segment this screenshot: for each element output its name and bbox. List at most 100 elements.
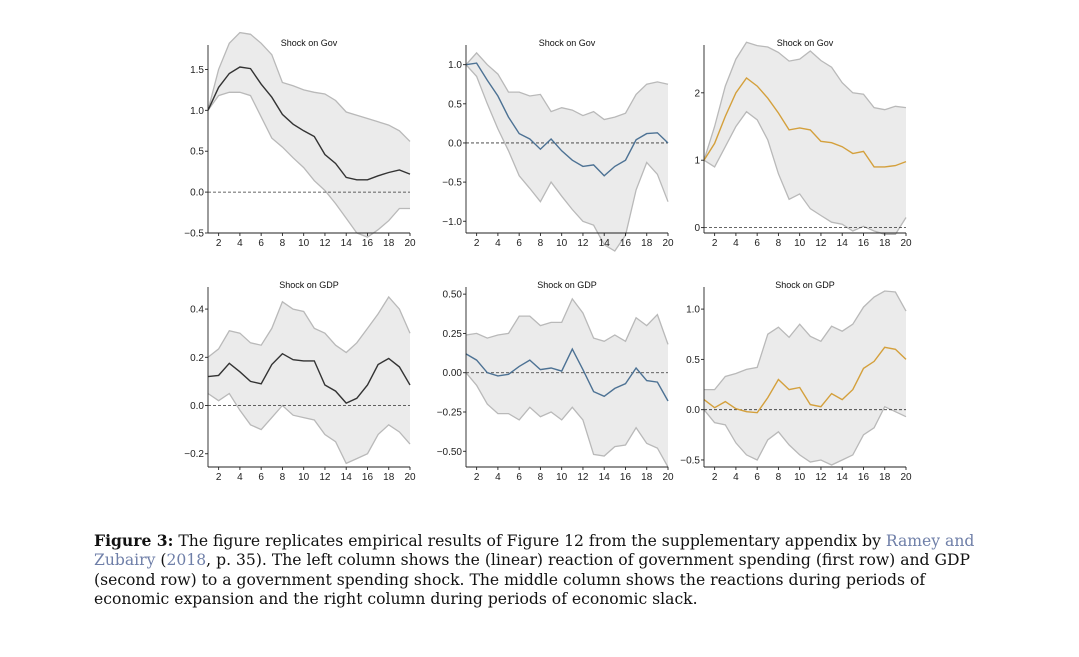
lower-bound-line xyxy=(703,110,907,235)
upper-bound-line xyxy=(207,295,411,358)
impulse-response-line xyxy=(703,77,907,168)
confidence-band xyxy=(466,298,668,467)
upper-bound-line xyxy=(704,290,907,391)
x-tick-label: 16 xyxy=(858,472,870,483)
x-tick-label: 6 xyxy=(754,238,760,249)
y-tick-label: 0.50 xyxy=(443,290,463,301)
x-tick-label: 20 xyxy=(662,238,674,249)
panel-title: Shock on GDP xyxy=(537,280,597,290)
caption-citation-open: ( xyxy=(160,551,167,570)
confidence-band xyxy=(704,291,906,465)
impulse-response-line xyxy=(207,352,411,404)
confidence-band xyxy=(704,42,906,235)
y-tick-label: 0.5 xyxy=(686,355,700,366)
lower-bound-line xyxy=(465,372,669,468)
y-tick-label: −1.0 xyxy=(442,217,462,228)
x-tick-label: 20 xyxy=(404,472,416,483)
confidence-band xyxy=(208,32,410,238)
x-tick-label: 12 xyxy=(319,472,331,483)
y-tick-label: 0.5 xyxy=(448,99,462,110)
x-tick-label: 8 xyxy=(776,238,782,249)
panel-6: −0.5 0.0 0.5 1.0 2 4 6 8 10 12 14 16 18 20 Shock on GD… xyxy=(680,280,912,483)
panel-5: −0.50 −0.25 0.00 0.25 0.50 2 4 6 8 10 12 14 16 18 20 Sh… xyxy=(437,280,674,483)
x-tick-label: 16 xyxy=(620,238,632,249)
x-tick-label: 4 xyxy=(237,472,243,483)
panel-title: Shock on Gov xyxy=(539,38,596,48)
caption-citation-author[interactable]: Ramey and Zubairy xyxy=(94,532,975,570)
x-tick-label: 14 xyxy=(599,238,611,249)
y-tick-label: −0.2 xyxy=(184,449,204,460)
x-tick-label: 10 xyxy=(794,238,806,249)
lower-bound-line xyxy=(465,64,669,252)
y-tick-label: 2 xyxy=(694,88,700,99)
y-tick-label: 0.0 xyxy=(190,401,204,412)
panel-title: Shock on Gov xyxy=(281,38,338,48)
x-tick-label: 10 xyxy=(794,472,806,483)
x-tick-label: 10 xyxy=(556,238,568,249)
figure-caption: Figure 3: The figure replicates empirica… xyxy=(94,531,999,610)
x-tick-label: 2 xyxy=(474,472,480,483)
y-tick-label: 1.0 xyxy=(190,106,204,117)
x-tick-label: 10 xyxy=(298,472,310,483)
x-tick-label: 14 xyxy=(341,238,353,249)
x-tick-label: 20 xyxy=(662,472,674,483)
panel-title: Shock on Gov xyxy=(777,38,834,48)
caption-label: Figure 3: xyxy=(94,531,174,550)
caption-citation-year[interactable]: 2018 xyxy=(166,551,207,570)
x-tick-label: 10 xyxy=(556,472,568,483)
x-tick-label: 14 xyxy=(599,472,611,483)
impulse-response-line xyxy=(465,62,669,177)
x-tick-label: 18 xyxy=(879,238,891,249)
y-tick-label: −0.5 xyxy=(184,229,204,240)
y-tick-label: 0.4 xyxy=(190,305,204,316)
x-tick-label: 8 xyxy=(280,238,286,249)
confidence-band xyxy=(466,52,668,252)
x-tick-label: 4 xyxy=(733,472,739,483)
x-tick-label: 16 xyxy=(362,472,374,483)
impulse-response-line xyxy=(207,66,411,181)
x-tick-label: 12 xyxy=(577,472,589,483)
y-tick-label: −0.50 xyxy=(437,447,463,458)
panel-2: −1.0 −0.5 0.0 0.5 1.0 2 4 6 8 10 12 14 16 18 20 Shock o… xyxy=(442,38,674,252)
x-tick-label: 20 xyxy=(900,472,912,483)
x-tick-label: 6 xyxy=(516,472,522,483)
x-tick-label: 4 xyxy=(237,238,243,249)
caption-text-2: , p. 35). The left column shows the (lin… xyxy=(94,551,970,609)
x-tick-label: 20 xyxy=(404,238,416,249)
x-tick-label: 6 xyxy=(258,238,264,249)
lower-bound-line xyxy=(207,392,411,465)
lower-bound-line xyxy=(703,405,907,466)
x-tick-label: 6 xyxy=(754,472,760,483)
y-tick-label: 0.0 xyxy=(190,188,204,199)
y-tick-label: 0.0 xyxy=(448,138,462,149)
panel-title: Shock on GDP xyxy=(279,280,339,290)
confidence-band xyxy=(208,297,410,464)
x-tick-label: 12 xyxy=(577,238,589,249)
x-tick-label: 2 xyxy=(216,238,222,249)
x-tick-label: 2 xyxy=(712,238,718,249)
x-tick-label: 14 xyxy=(341,472,353,483)
y-tick-label: −0.25 xyxy=(437,408,463,419)
x-tick-label: 2 xyxy=(474,238,480,249)
impulse-response-line xyxy=(465,347,669,402)
y-tick-label: 0.0 xyxy=(686,405,700,416)
x-tick-label: 4 xyxy=(733,238,739,249)
x-tick-label: 8 xyxy=(538,472,544,483)
x-tick-label: 10 xyxy=(298,238,310,249)
panel-1: −0.5 0.0 0.5 1.0 1.5 2 4 6 8 10 12 14 16 18 20 Shock on… xyxy=(184,31,416,249)
upper-bound-line xyxy=(465,297,669,345)
x-tick-label: 8 xyxy=(776,472,782,483)
x-tick-label: 18 xyxy=(641,238,653,249)
x-tick-label: 2 xyxy=(216,472,222,483)
y-tick-label: 0.25 xyxy=(443,329,463,340)
x-tick-label: 6 xyxy=(258,472,264,483)
x-tick-label: 16 xyxy=(362,238,374,249)
y-tick-label: 0.00 xyxy=(443,368,463,379)
y-tick-label: 0 xyxy=(694,223,700,234)
upper-bound-line xyxy=(465,51,669,121)
y-tick-label: 1 xyxy=(694,156,700,167)
x-tick-label: 18 xyxy=(383,472,395,483)
panel-title: Shock on GDP xyxy=(775,280,835,290)
